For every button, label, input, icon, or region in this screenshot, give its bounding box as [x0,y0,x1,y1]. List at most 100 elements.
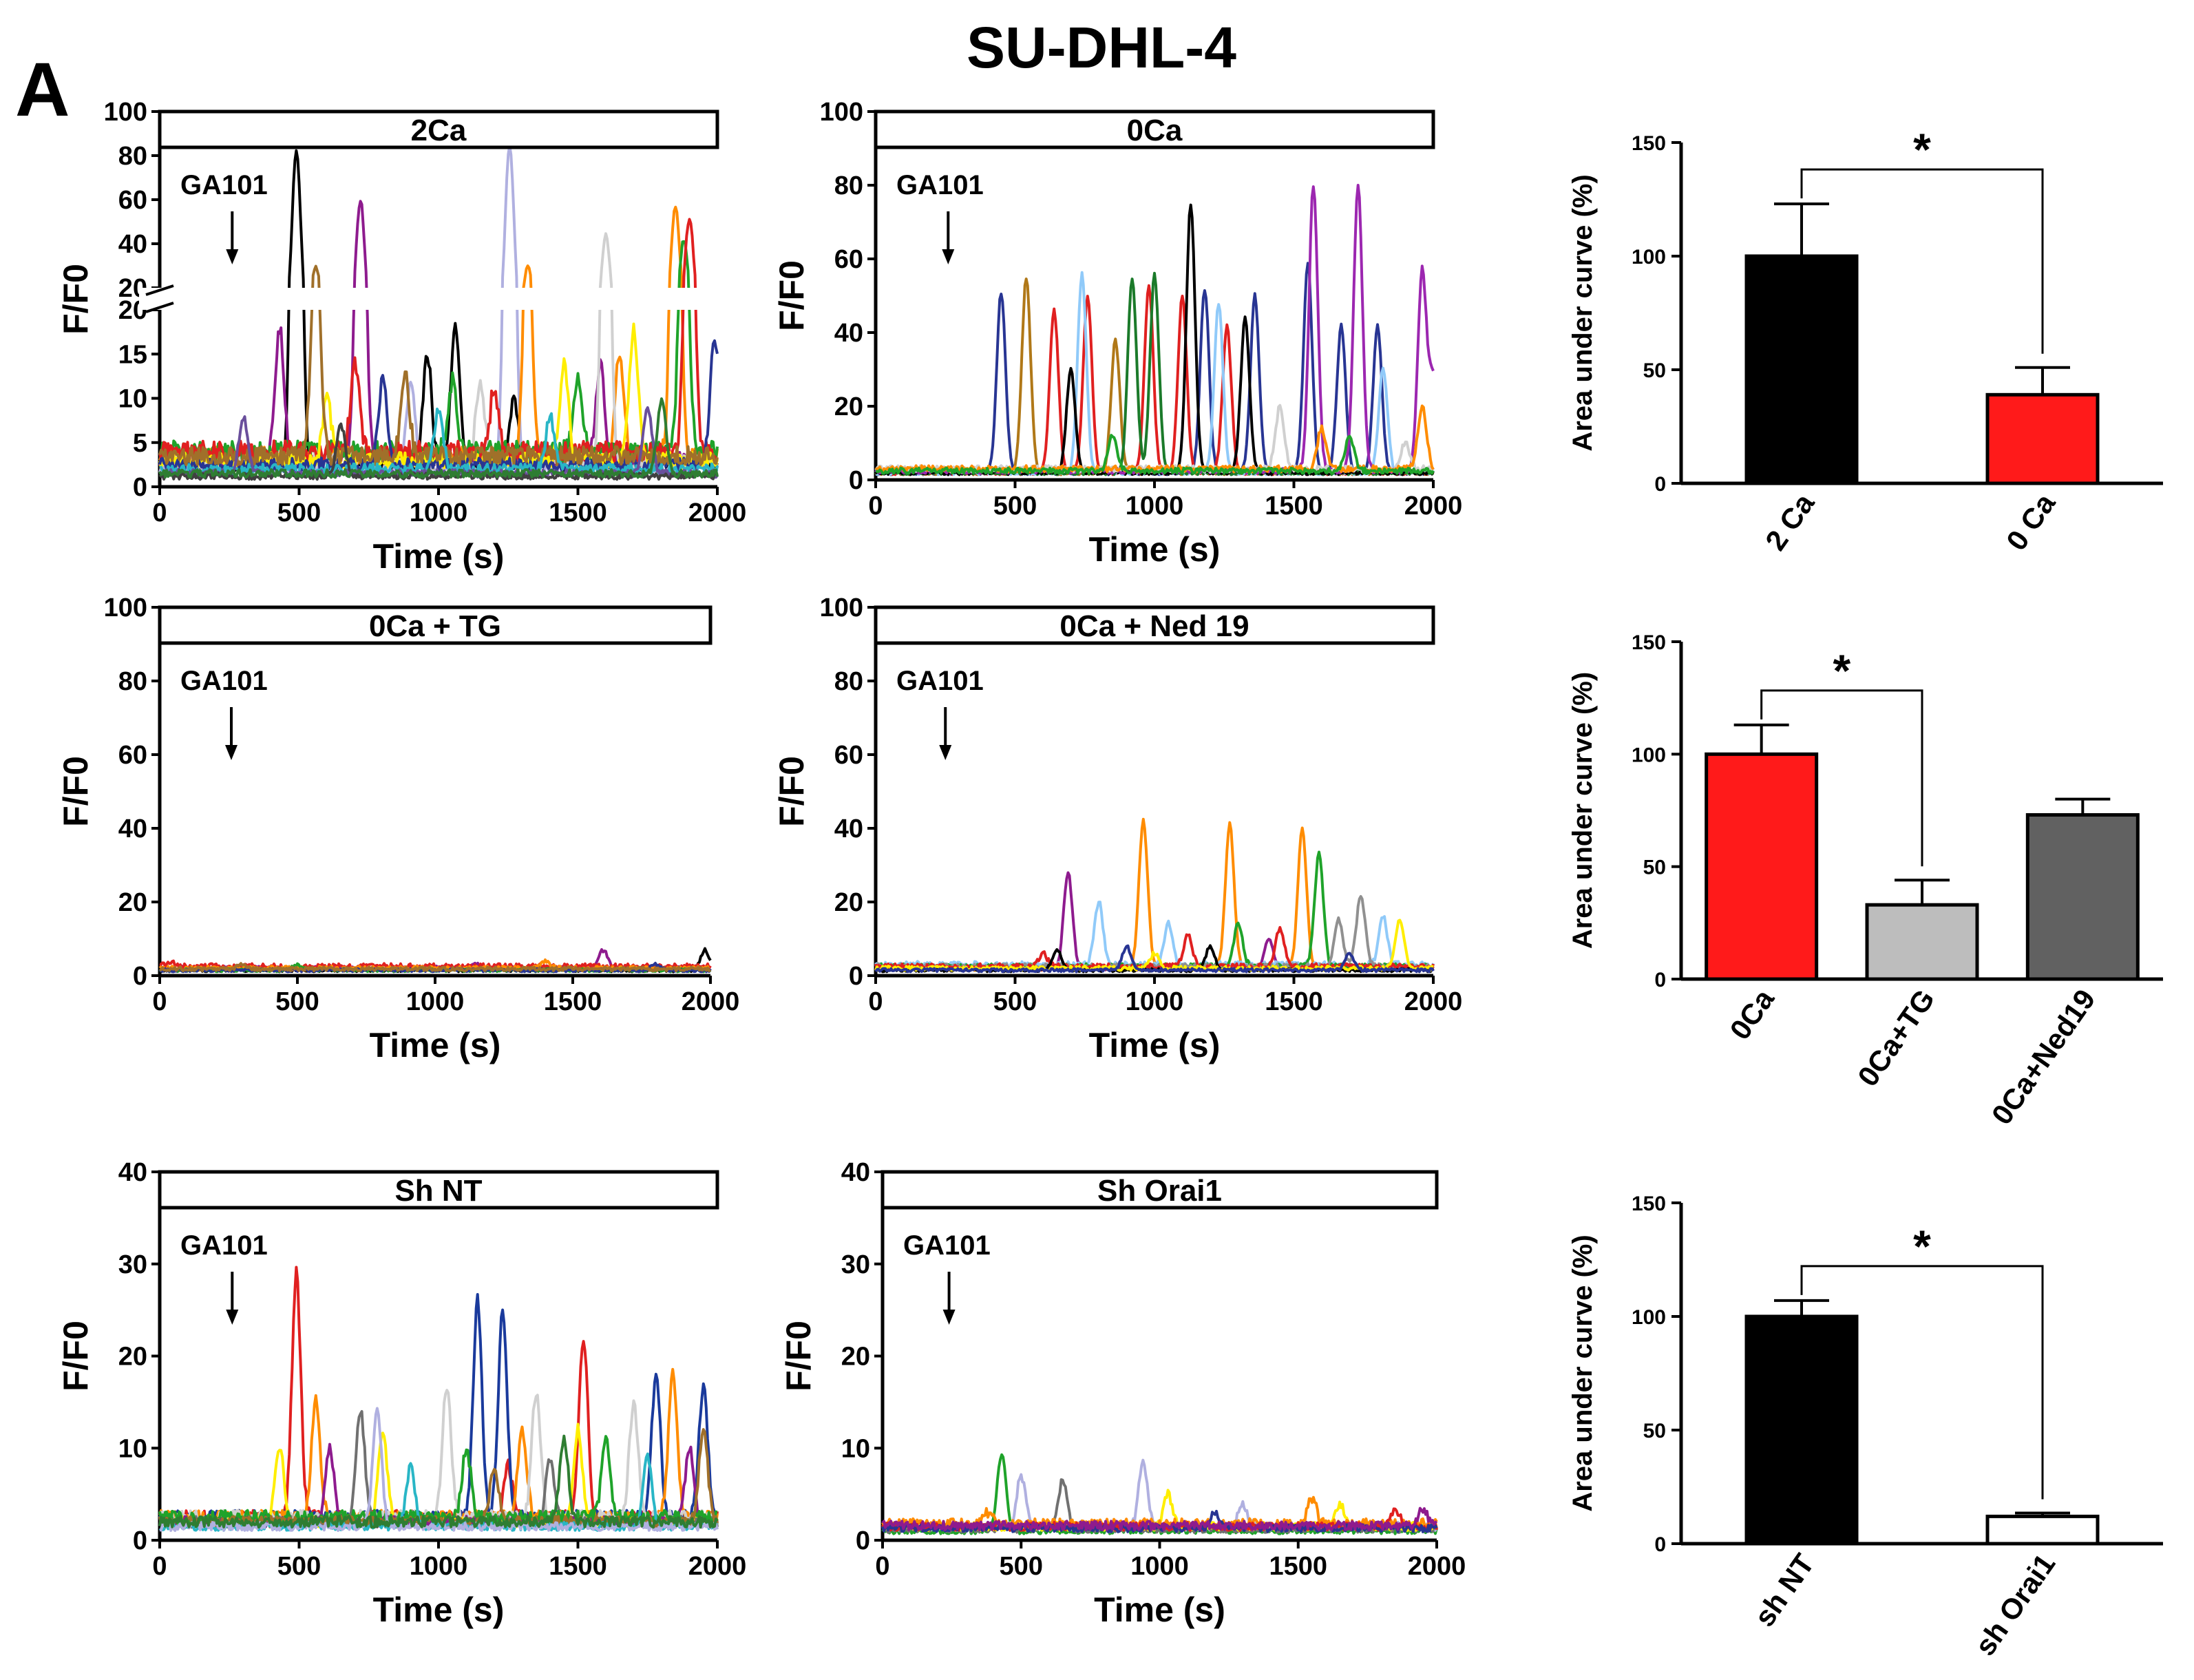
y-tick-label-0: 0 [133,1526,147,1555]
y-tick-label-40: 40 [118,1158,147,1187]
series-line-cell-9 [874,944,1435,974]
y-tick-label-100: 100 [1632,246,1666,269]
bar-sh-Orai1 [1985,1514,2100,1546]
y-tick-label-0: 0 [856,1526,870,1555]
y-tick-label-100: 100 [1632,1306,1666,1329]
trace-panel-trace_sh_nt: 0 10 20 30 40 0 500 1000 1500 2000 Sh NT GA101 Time … [56,1158,746,1629]
y-tick-label-150: 150 [1632,1193,1666,1215]
trace_sh_nt-stimulus-label: GA101 [180,1230,268,1261]
y-tick-label-lower-5: 5 [133,429,147,458]
trace-panel-trace_sh_orai1: 0 10 20 30 40 0 500 1000 1500 2000 Sh Orai1 GA101 Ti… [779,1158,1466,1629]
x-tick-label-0: 0 [875,1552,889,1581]
y-tick-label-20: 20 [834,392,863,421]
category-label-0Ca: 0Ca [1723,983,1780,1046]
y-tick-label-60: 60 [834,245,863,274]
series-line-cell-7 [158,962,712,973]
series-line-cell-8 [881,1506,1438,1531]
bar_ca-y-axis-title: Area under curve (%) [1568,174,1598,451]
series-line-cell-4 [874,850,1434,971]
y-tick-label-20: 20 [841,1343,870,1372]
y-tick-label-10: 10 [118,1434,147,1463]
x-tick-label-500: 500 [993,987,1037,1016]
trace_sh_nt-y-axis-title: F/F0 [56,1321,95,1392]
y-tick-label-60: 60 [834,741,863,770]
x-tick-label-2000: 2000 [682,987,740,1016]
x-tick-label-1000: 1000 [410,498,468,527]
y-tick-label-80: 80 [834,667,863,696]
y-tick-label-50: 50 [1643,857,1666,879]
category-label-0Ca+TG: 0Ca+TG [1851,983,1941,1092]
trace_0ca_ned19-stimulus-arrowhead [939,745,952,760]
series-line-cell-10 [875,434,1435,475]
y-tick-label-100: 100 [104,594,147,622]
trace_0ca_ned19-stimulus-label: GA101 [896,666,984,696]
y-tick-label-lower-15: 15 [118,340,147,369]
series-line-cell-11 [159,1407,719,1532]
trace_0ca_tg-stimulus-label: GA101 [180,666,268,696]
trace_2ca-stimulus-arrowhead [226,249,239,264]
y-tick-label-100: 100 [820,594,863,622]
y-tick-label-30: 30 [118,1250,147,1279]
trace_0ca-condition-box [874,109,1435,149]
y-tick-label-150: 150 [1632,132,1666,155]
x-tick-label-500: 500 [993,492,1037,521]
bar_sh-y-axis-title: Area under curve (%) [1568,1235,1598,1511]
x-tick-label-0: 0 [152,1552,167,1581]
y-tick-label-80: 80 [834,171,863,200]
y-tick-label-upper-40: 40 [118,230,147,259]
trace_2ca-break-mark-top [145,284,174,296]
x-tick-label-1500: 1500 [544,987,602,1016]
trace_2ca-x-axis-title: Time (s) [373,537,505,576]
y-tick-label-40: 40 [118,815,147,843]
significance-bracket [1800,168,2044,354]
trace_0ca_tg-x-axis-title: Time (s) [370,1026,501,1064]
trace_2ca-axis-break [139,288,719,310]
bar-2-Ca [1744,254,1859,485]
y-tick-label-20: 20 [118,888,147,917]
y-tick-label-lower-10: 10 [118,385,147,414]
trace_0ca-stimulus-arrowhead [942,249,955,264]
trace_sh_nt-condition-label: Sh NT [394,1174,482,1208]
y-tick-label-0: 0 [1654,969,1666,991]
category-label-2-Ca: 2 Ca [1759,487,1821,556]
series-line-cell-12 [158,1434,719,1529]
bar_tg_ned-y-axis-title: Area under curve (%) [1568,672,1598,949]
y-tick-label-50: 50 [1643,1420,1666,1442]
trace_0ca_ned19-condition-label: 0Ca + Ned 19 [1059,609,1249,643]
x-tick-label-2000: 2000 [1404,492,1463,521]
x-tick-label-1500: 1500 [549,1552,607,1581]
y-tick-label-lower-0: 0 [133,473,147,502]
trace_sh_orai1-x-axis-title: Time (s) [1094,1590,1225,1629]
series-line-cell-6 [158,240,719,463]
series-line-cell-6 [158,1410,719,1529]
trace_sh_orai1-stimulus-arrowhead [942,1310,956,1325]
trace_0ca_tg-stimulus-arrowhead [225,745,238,760]
y-tick-label-0: 0 [1654,473,1666,496]
trace_0ca-y-axis-title: F/F0 [772,260,811,331]
trace_0ca-condition-label: 0Ca [1127,114,1183,147]
trace_sh_orai1-condition-label: Sh Orai1 [1097,1174,1222,1208]
x-tick-label-2000: 2000 [688,498,747,527]
significance-star: * [1913,124,1931,175]
y-tick-label-40: 40 [841,1158,870,1187]
y-tick-label-20: 20 [834,888,863,917]
significance-bracket [1760,689,1923,867]
panel-label: A [15,48,70,132]
y-tick-label-0: 0 [849,962,863,991]
trace_sh_orai1-stimulus-label: GA101 [903,1230,991,1261]
trace_2ca-y-axis-title: F/F0 [56,264,95,335]
x-tick-label-1000: 1000 [1126,987,1184,1016]
series-line-cell-7 [874,184,1435,475]
series-line-cell-5 [158,232,719,470]
x-tick-label-2000: 2000 [688,1552,747,1581]
x-tick-label-1000: 1000 [410,1552,468,1581]
significance-star: * [1833,645,1850,696]
trace_2ca-condition-box [158,109,719,149]
bar-panel-bar_ca: 0 50 100 150 2 Ca 0 Ca * Area under curve (%) [1568,124,2163,556]
y-tick-label-40: 40 [834,319,863,348]
trace_2ca-break-mark-bottom [145,302,174,313]
series-line-cell-7 [158,218,718,463]
